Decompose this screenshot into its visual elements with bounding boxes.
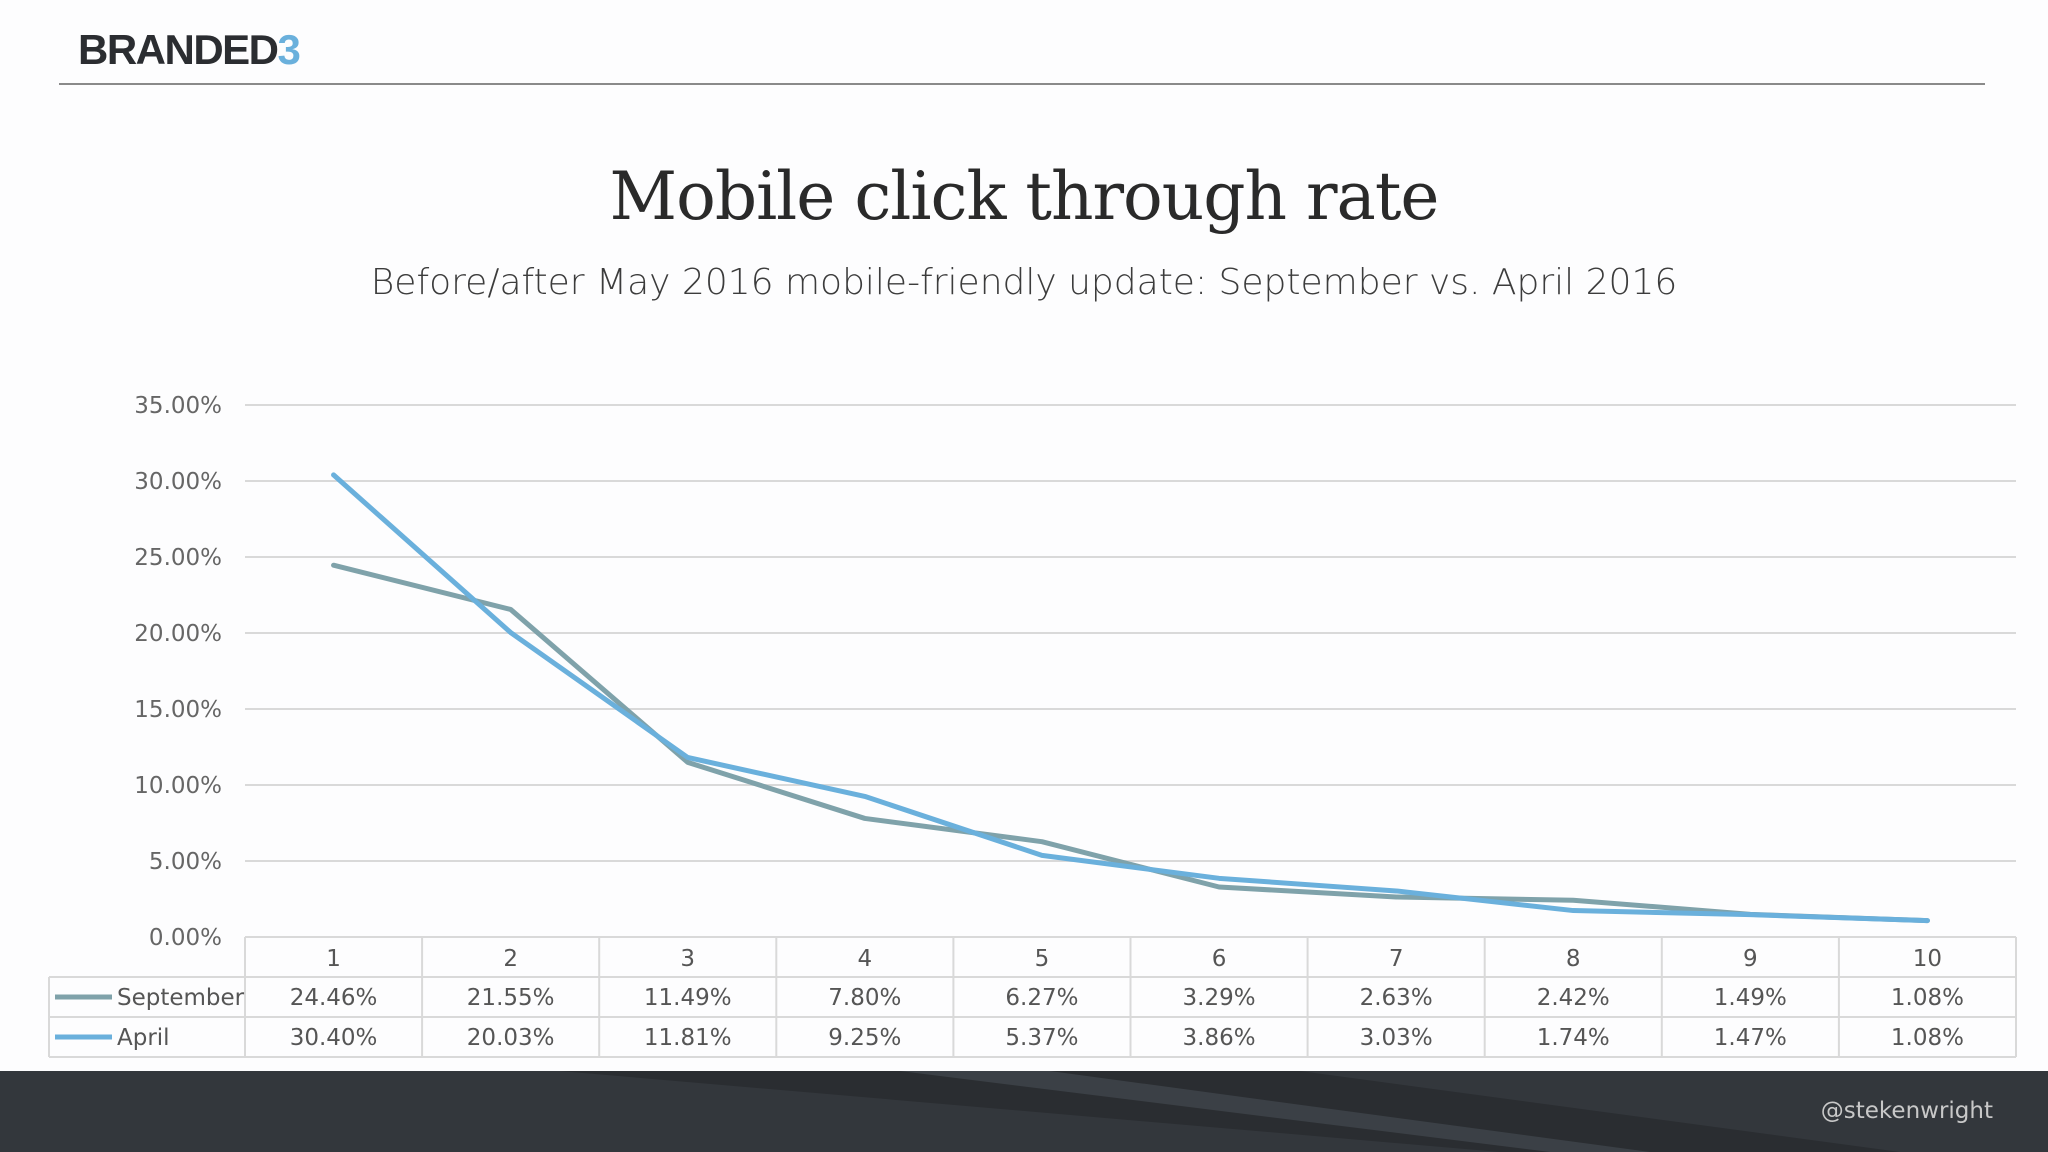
brand-name: BRANDED: [78, 26, 279, 73]
footer-decoration: [560, 1071, 1900, 1152]
data-label: 1.08%: [1891, 1025, 1964, 1051]
data-label: 2.63%: [1360, 985, 1433, 1011]
footer-bar: @stekenwright: [0, 1071, 2048, 1152]
footer-stripe: [900, 1071, 1650, 1152]
data-label: 3.86%: [1183, 1025, 1256, 1051]
y-tick-label: 0.00%: [149, 925, 222, 951]
data-label: 30.40%: [290, 1025, 378, 1051]
y-tick-label: 30.00%: [134, 469, 222, 495]
y-tick-label: 20.00%: [134, 621, 222, 647]
data-label: 3.03%: [1360, 1025, 1433, 1051]
data-label: 7.80%: [828, 985, 901, 1011]
data-label: 2.42%: [1537, 985, 1610, 1011]
data-label: 11.81%: [644, 1025, 732, 1051]
data-label: 1.74%: [1537, 1025, 1610, 1051]
data-label: 9.25%: [828, 1025, 901, 1051]
data-label: 5.37%: [1005, 1025, 1078, 1051]
data-label: 1.49%: [1714, 985, 1787, 1011]
header-divider: [59, 83, 1985, 85]
data-label: 20.03%: [467, 1025, 555, 1051]
x-tick-label: 2: [503, 946, 518, 972]
data-label: 24.46%: [290, 985, 378, 1011]
y-tick-label: 35.00%: [134, 393, 222, 419]
x-tick-label: 5: [1035, 946, 1050, 972]
chart-title: Mobile click through rate: [609, 158, 1440, 235]
data-label: 1.08%: [1891, 985, 1964, 1011]
data-label: 21.55%: [467, 985, 555, 1011]
brand-logo: BRANDED3: [78, 26, 301, 74]
x-tick-label: 10: [1913, 946, 1942, 972]
x-tick-label: 6: [1212, 946, 1227, 972]
line-chart: 0.00% 5.00% 10.00% 15.00% 20.00% 25.00% 30.00%…: [48, 393, 2017, 1058]
series-line-april: [331, 472, 1930, 924]
footer-handle: @stekenwright: [1820, 1098, 1993, 1124]
x-tick-label: 9: [1743, 946, 1758, 972]
x-tick-label: 8: [1566, 946, 1581, 972]
y-tick-label: 25.00%: [134, 545, 222, 571]
x-tick-label: 3: [680, 946, 695, 972]
y-tick-label: 10.00%: [134, 773, 222, 799]
brand-number: 3: [277, 26, 301, 73]
x-tick-label: 4: [858, 946, 873, 972]
y-tick-label: 5.00%: [149, 849, 222, 875]
x-tick-label: 1: [326, 946, 341, 972]
data-label: 6.27%: [1005, 985, 1078, 1011]
data-label: 11.49%: [644, 985, 732, 1011]
data-label: 3.29%: [1183, 985, 1256, 1011]
y-tick-label: 15.00%: [134, 697, 222, 723]
legend-label-april: April: [117, 1025, 170, 1051]
data-label: 1.47%: [1714, 1025, 1787, 1051]
x-tick-label: 7: [1389, 946, 1404, 972]
legend-label-september: September: [117, 985, 245, 1011]
chart-subtitle: Before/after May 2016 mobile-friendly up…: [370, 262, 1678, 303]
